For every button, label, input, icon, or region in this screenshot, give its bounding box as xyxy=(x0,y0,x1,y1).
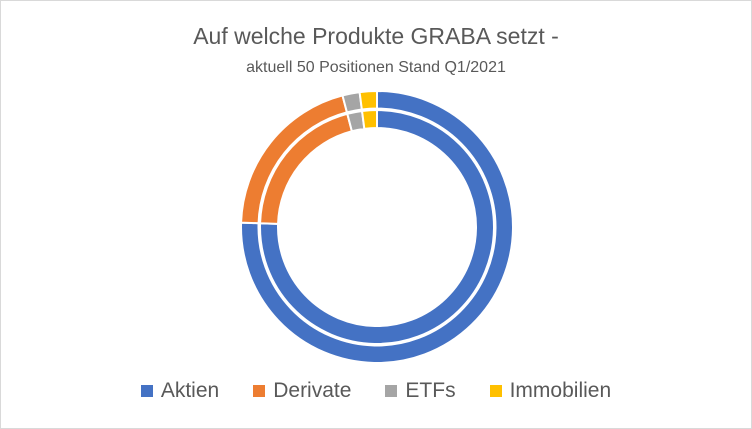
slice-outer-aktien xyxy=(240,89,514,364)
legend-swatch-derivate xyxy=(253,385,266,397)
legend-item-immobilien: Immobilien xyxy=(489,379,612,403)
legend-label-immobilien: Immobilien xyxy=(509,379,612,402)
legend-label-etfs: ETFs xyxy=(405,379,456,402)
slice-outer-immobilien xyxy=(358,89,378,111)
legend-swatch-immobilien xyxy=(489,385,502,397)
chart-subtitle: aktuell 50 Positionen Stand Q1/2021 xyxy=(246,59,506,76)
legend-label-derivate: Derivate xyxy=(273,379,352,402)
slice-inner-aktien xyxy=(259,108,495,345)
slice-inner-immobilien xyxy=(360,108,378,130)
legend-swatch-etfs xyxy=(385,385,398,397)
chart-title: Auf welche Produkte GRABA setzt - xyxy=(193,23,559,49)
legend-item-derivate: Derivate xyxy=(253,379,351,403)
legend: Aktien Derivate ETFs Immobilien xyxy=(1,379,751,403)
legend-swatch-aktien xyxy=(140,385,153,397)
legend-item-etfs: ETFs xyxy=(385,379,456,403)
legend-label-aktien: Aktien xyxy=(160,379,220,402)
slice-outer-etfs xyxy=(341,90,363,114)
legend-item-aktien: Aktien xyxy=(140,379,220,403)
